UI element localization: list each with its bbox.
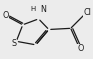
Text: O: O (2, 11, 9, 20)
Text: Cl: Cl (83, 8, 91, 17)
Text: S: S (12, 39, 17, 48)
Text: H: H (30, 6, 35, 12)
Text: O: O (77, 44, 84, 53)
Text: N: N (40, 5, 46, 14)
